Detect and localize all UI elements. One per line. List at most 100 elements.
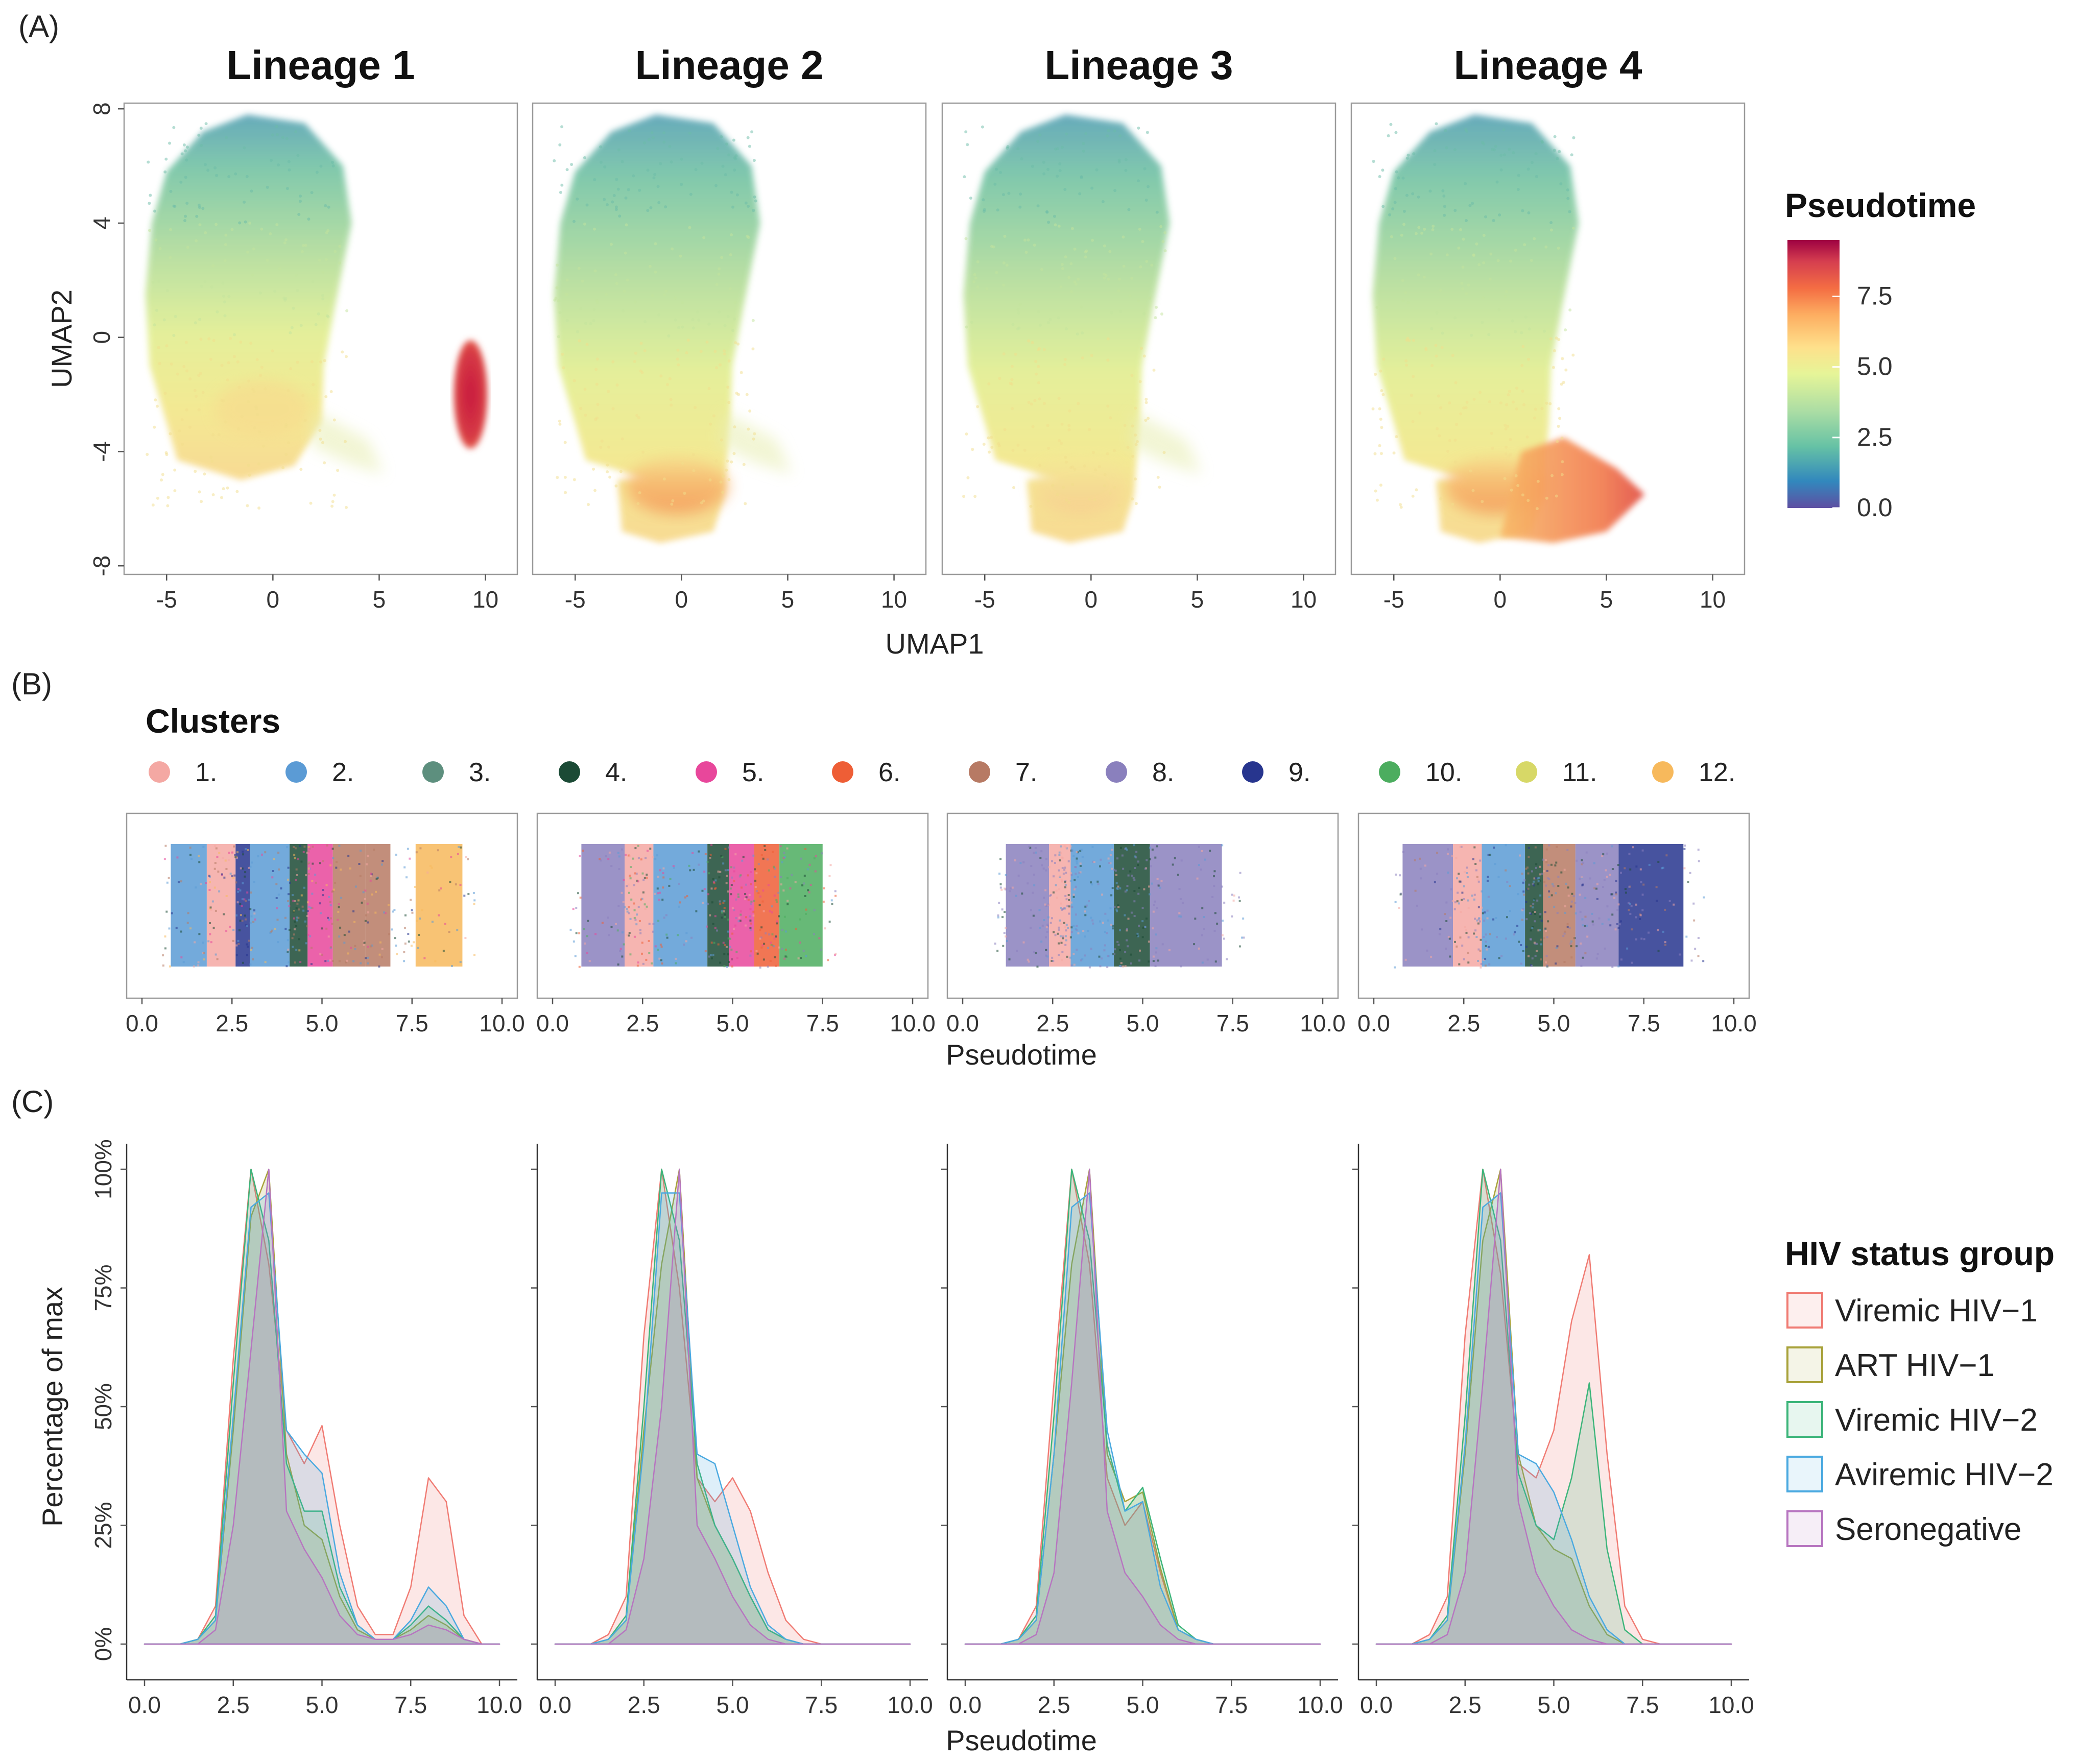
cluster-legend-swatch-9 [1242, 761, 1263, 783]
umap-cell-cloud [145, 114, 488, 510]
cluster-band [365, 844, 391, 967]
cell-speckle [569, 844, 837, 969]
x-tick-label: -5 [565, 586, 586, 613]
cluster-legend-label-5: 5. [742, 758, 764, 787]
density-series-5 [144, 1168, 500, 1645]
hiv-legend-label-4: Aviremic HIV−2 [1835, 1457, 2054, 1492]
hiv-legend-label-1: Viremic HIV−1 [1835, 1293, 2038, 1329]
lineage-title-1: Lineage 1 [226, 42, 415, 88]
x-tick-label: 10.0 [1711, 1010, 1757, 1036]
scatter-speckle [962, 125, 1167, 508]
y-tick-label: -8 [88, 556, 115, 576]
x-tick-label: 5.0 [1127, 1692, 1159, 1718]
x-tick-label: 7.5 [1215, 1692, 1248, 1718]
colorbar-tick-label: 5.0 [1857, 352, 1893, 381]
cluster-legend-label-2: 2. [332, 758, 354, 787]
cluster-legend-swatch-12 [1652, 761, 1674, 783]
x-tick-label: 2.5 [216, 1010, 248, 1036]
x-tick-label: 7.5 [805, 1692, 838, 1718]
y-tick-label: 8 [88, 102, 115, 115]
lineage-title-4: Lineage 4 [1453, 42, 1642, 88]
colorbar-tick-label: 7.5 [1857, 282, 1893, 310]
x-tick-label: 5.0 [306, 1010, 339, 1036]
colorbar-title: Pseudotime [1785, 186, 1976, 224]
panel-c-density-plots: 0.0 2.5 5.0 7.5 10.0 0.0 2.5 5.0 7.5 10.0 0.0 2.5 5.… [36, 1139, 2055, 1756]
cluster-legend-label-12: 12. [1699, 758, 1735, 787]
pseudotime-colorbar [1787, 240, 1840, 508]
lineage-title-2: Lineage 2 [635, 42, 823, 88]
cluster-legend-label-11: 11. [1562, 758, 1597, 787]
x-axis-title: Pseudotime [946, 1039, 1097, 1071]
cluster-band [1453, 844, 1482, 967]
cluster-legend-label-3: 3. [469, 758, 491, 787]
x-tick-label: 0 [267, 586, 280, 613]
density-plot-lineage-3: 0.0 2.5 5.0 7.5 10.0 [941, 1144, 1343, 1718]
density-series-4 [1375, 1192, 1732, 1645]
cluster-legend-swatch-2 [285, 761, 307, 783]
cluster-legend-label-9: 9. [1288, 758, 1310, 787]
x-tick-label: 7.5 [1628, 1010, 1660, 1036]
scatter-speckle [553, 125, 757, 506]
right-branch-cells [311, 412, 384, 475]
umap-cell-cloud [962, 114, 1202, 543]
density-plot-lineage-1: 0.0 2.5 5.0 7.5 10.0 [121, 1144, 522, 1718]
panel-a-umap-plots: Lineage 1 Lineage 2 Lineage 3 Lineage 4 -5 0 5… [45, 42, 1976, 660]
x-tick-label: 10 [1700, 586, 1726, 613]
hiv-legend-title: HIV status group [1785, 1235, 2055, 1272]
density-series-4 [144, 1192, 500, 1645]
umap-cell-cloud [1371, 114, 1645, 543]
x-tick-label: 10.0 [479, 1010, 525, 1036]
cluster-legend-label-7: 7. [1015, 758, 1037, 787]
main-cell-cluster [145, 114, 352, 480]
y-tick-label: 25% [90, 1502, 116, 1549]
cluster-strip-lineage-3: 0.0 2.5 5.0 7.5 10.0 [946, 812, 1346, 1036]
x-tick-label: 7.5 [396, 1010, 428, 1036]
x-tick-label: 0.0 [949, 1692, 982, 1718]
x-tick-label: 10.0 [1300, 1010, 1346, 1036]
y-axis-title: UMAP2 [45, 290, 78, 388]
x-tick-label: 2.5 [217, 1692, 250, 1718]
x-tick-label: 0.0 [539, 1692, 571, 1718]
cluster-legend-label-8: 8. [1152, 758, 1174, 787]
x-tick-label: 5.0 [1538, 1692, 1570, 1718]
x-tick-label: 5 [781, 586, 795, 613]
cell-speckle [1394, 844, 1705, 969]
lineage-title-3: Lineage 3 [1044, 42, 1233, 88]
x-axis-title: Pseudotime [946, 1724, 1097, 1756]
cluster-band [171, 844, 207, 967]
y-tick-label: -4 [88, 441, 115, 462]
density-plot-lineage-4: 0.0 2.5 5.0 7.5 10.0 [1352, 1144, 1754, 1718]
cluster-band [1618, 844, 1684, 967]
scatter-speckle [146, 122, 349, 510]
cluster-band [754, 844, 780, 967]
density-plot-lineage-2: 0.0 2.5 5.0 7.5 10.0 [531, 1144, 933, 1718]
x-tick-label: 10 [881, 586, 907, 613]
umap-plot-lineage-2: -5 0 5 10 [532, 102, 927, 613]
cluster-legend-swatch-10 [1379, 761, 1400, 783]
cluster-band [581, 844, 625, 967]
x-tick-label: 0.0 [1357, 1010, 1390, 1036]
x-tick-label: 2.5 [1447, 1010, 1480, 1036]
x-tick-label: 2.5 [1449, 1692, 1482, 1718]
cluster-strip-lineage-2: 0.0 2.5 5.0 7.5 10.0 [536, 812, 936, 1036]
x-tick-label: 2.5 [628, 1692, 660, 1718]
y-tick-label: 0 [88, 331, 115, 344]
x-tick-label: 10.0 [887, 1692, 933, 1718]
cluster-band [729, 844, 754, 967]
cluster-legend-swatch-3 [422, 761, 444, 783]
cluster-legend-swatch-8 [1106, 761, 1127, 783]
x-tick-label: 0.0 [128, 1692, 161, 1718]
x-tick-label: 5.0 [717, 1692, 749, 1718]
x-tick-label: 7.5 [1216, 1010, 1249, 1036]
cluster-band [250, 844, 290, 967]
panel-label-c: (C) [11, 1084, 54, 1119]
x-tick-label: 5.0 [1127, 1010, 1159, 1036]
cluster-band [653, 844, 708, 967]
cluster-legend-swatch-11 [1516, 761, 1537, 783]
cluster-band [415, 844, 463, 967]
cluster-band [332, 844, 366, 967]
x-tick-label: 0 [675, 586, 688, 613]
x-tick-label: 10.0 [476, 1692, 522, 1718]
cluster-legend-label-6: 6. [878, 758, 900, 787]
